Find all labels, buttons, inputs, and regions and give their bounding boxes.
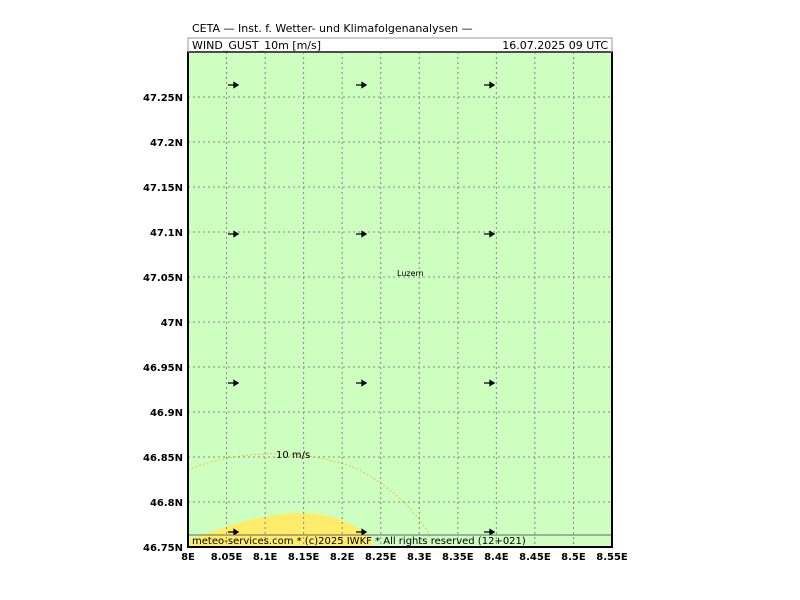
x-tick-label: 8.45E — [519, 552, 551, 563]
y-tick-label: 47N — [161, 318, 183, 329]
plot-area — [188, 52, 612, 547]
x-tick-label: 8.1E — [253, 552, 278, 563]
x-tick-label: 8.35E — [442, 552, 474, 563]
wind-arrow — [228, 528, 240, 536]
y-tick-label: 46.95N — [143, 363, 183, 374]
wind-arrow — [484, 528, 496, 536]
x-tick-label: 8.05E — [211, 552, 243, 563]
y-tick-label: 47.2N — [150, 138, 183, 149]
grid — [188, 52, 612, 547]
contour-line — [187, 453, 433, 541]
x-tick-label: 8E — [181, 552, 195, 563]
wind-arrows — [228, 81, 496, 536]
y-tick-label: 47.25N — [143, 93, 183, 104]
contour-label: 10 m/s — [276, 450, 310, 461]
y-tick-label: 47.1N — [150, 228, 183, 239]
header-box — [187, 37, 613, 53]
wind-arrow — [484, 81, 496, 89]
x-tick-label: 8.5E — [561, 552, 586, 563]
y-tick-label: 47.15N — [143, 183, 183, 194]
y-tick-label: 47.05N — [143, 273, 183, 284]
y-tick-label: 46.9N — [150, 408, 183, 419]
variable: WIND_GUST_10m [m/s] — [192, 39, 321, 52]
x-tick-label: 8.55E — [596, 552, 628, 563]
wind-arrow — [228, 81, 240, 89]
y-tick-label: 46.8N — [150, 498, 183, 509]
wind-arrow — [228, 379, 240, 387]
x-tick-label: 8.25E — [365, 552, 397, 563]
city-label: Luzern — [397, 269, 424, 278]
gust-area — [188, 513, 372, 547]
y-tick-label: 46.85N — [143, 453, 183, 464]
footer: meteo-services.com * (c)2025 IWKF * All … — [192, 536, 526, 547]
wind-arrow — [356, 230, 368, 238]
title: CETA — Inst. f. Wetter- und Klimafolgena… — [192, 22, 473, 35]
x-tick-label: 8.2E — [330, 552, 355, 563]
wind-arrow — [356, 379, 368, 387]
x-tick-label: 8.4E — [484, 552, 509, 563]
wind-arrow — [228, 230, 240, 238]
wind-arrow — [356, 528, 368, 536]
wind-arrow — [356, 81, 368, 89]
x-tick-label: 8.15E — [288, 552, 320, 563]
wind-arrow — [484, 230, 496, 238]
wind-arrow — [484, 379, 496, 387]
y-tick-label: 46.75N — [143, 543, 183, 554]
x-tick-label: 8.3E — [407, 552, 432, 563]
valid-time: 16.07.2025 09 UTC — [502, 39, 608, 52]
